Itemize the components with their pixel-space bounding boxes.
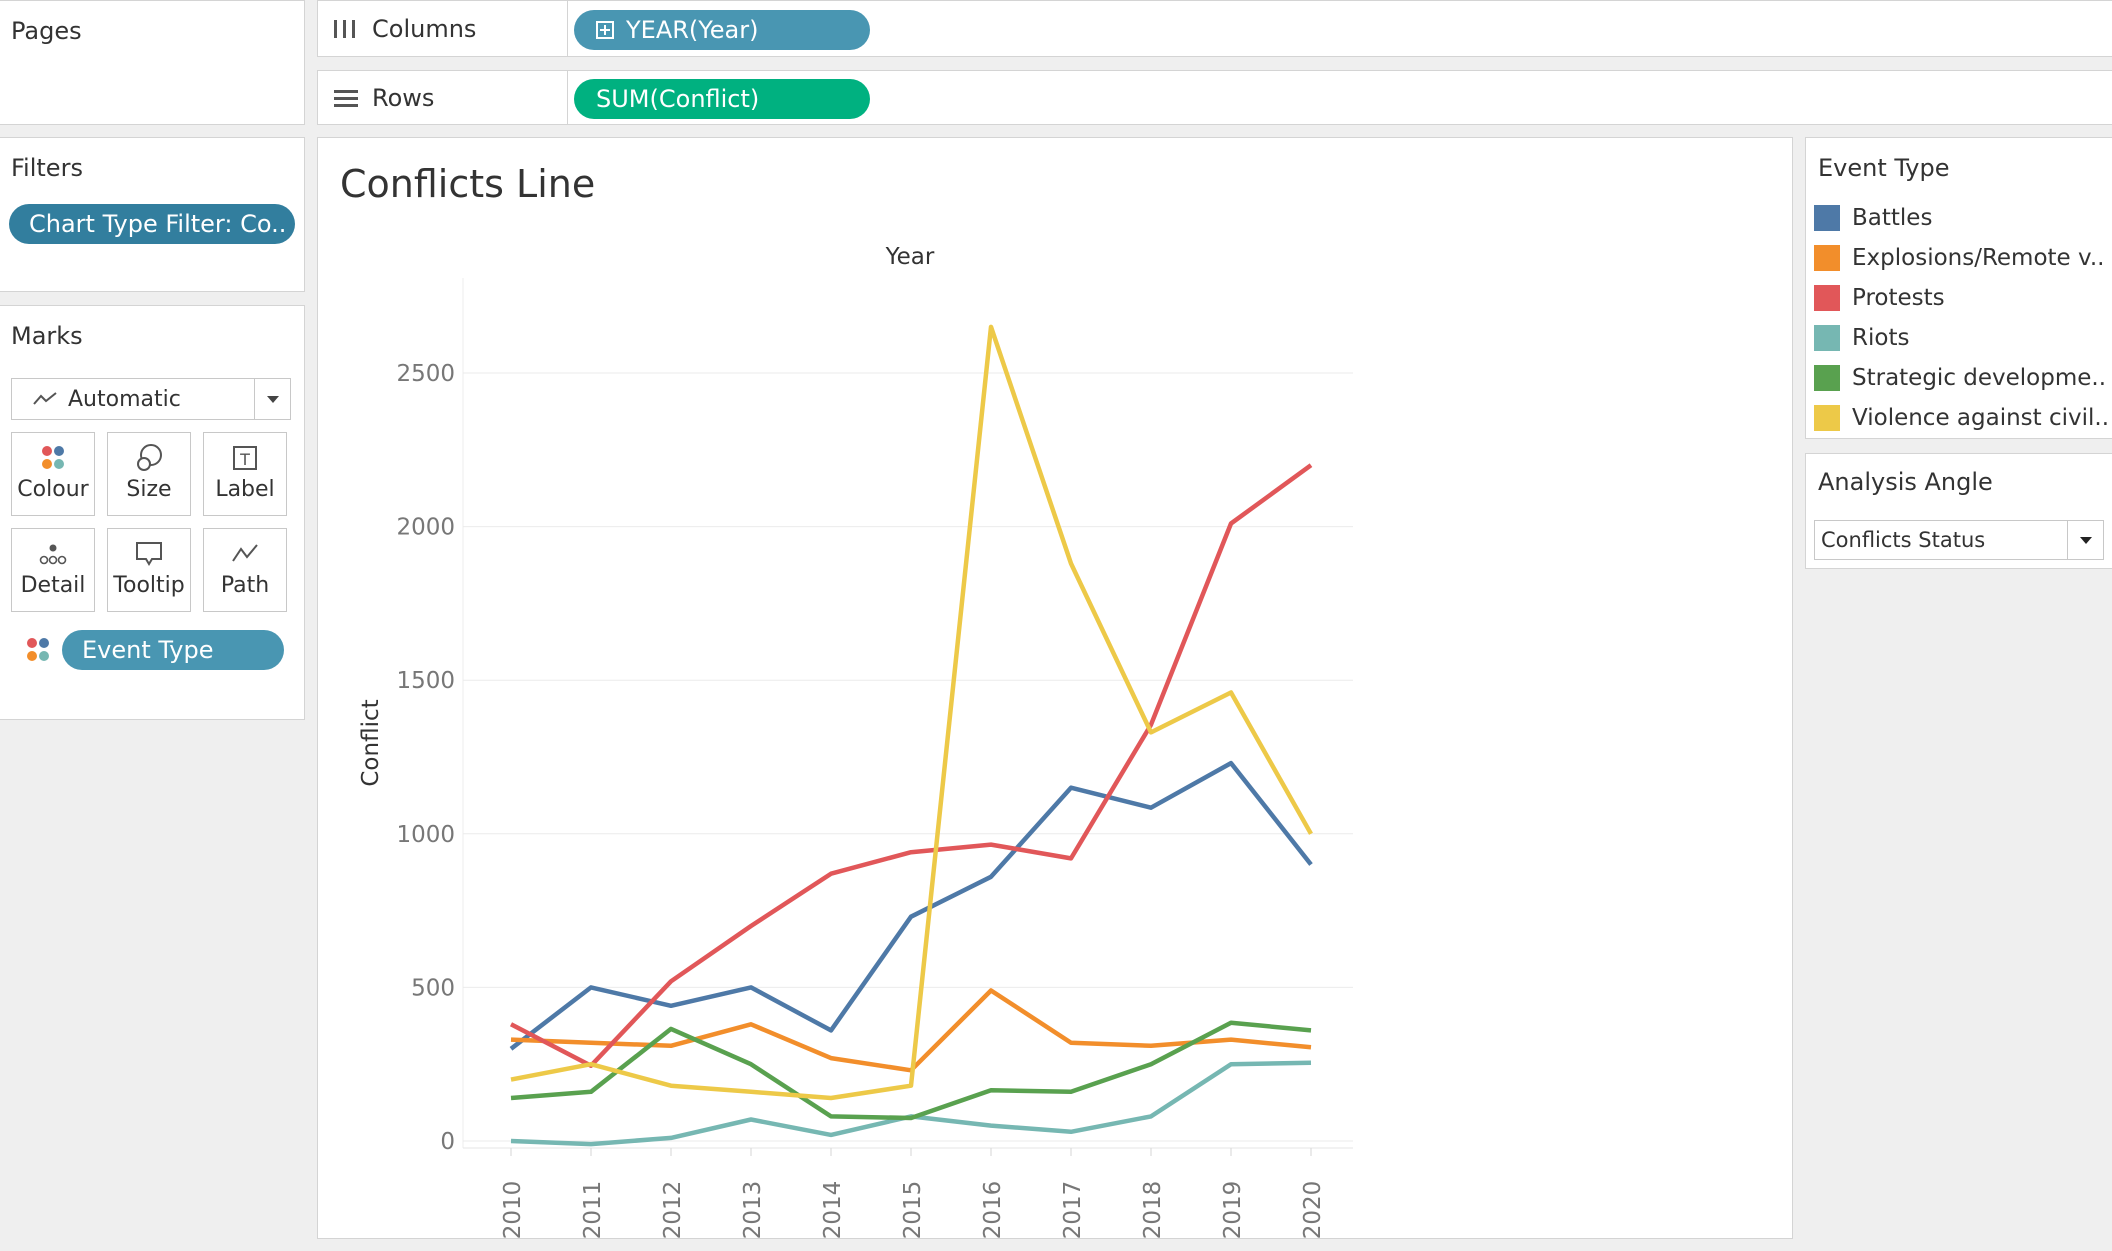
series-line-violence-against-civil[interactable]	[510, 324, 1313, 1101]
y-tick-label: 0	[440, 1129, 455, 1155]
legend-swatch	[1814, 405, 1840, 431]
chevron-down-icon[interactable]	[254, 379, 290, 419]
x-tick-label: 2016	[980, 1181, 1006, 1240]
detail-button[interactable]: Detail	[11, 528, 95, 612]
x-tick-label: 2015	[900, 1181, 926, 1240]
colour-label: Colour	[17, 477, 89, 502]
columns-label: Columns	[372, 14, 477, 43]
legend-label: Battles	[1852, 205, 1933, 231]
legend-item-explosions[interactable]: Explosions/Remote v..	[1814, 241, 2104, 275]
tooltip-button[interactable]: Tooltip	[107, 528, 191, 612]
tooltip-label: Tooltip	[113, 573, 185, 598]
rows-icon	[334, 89, 358, 107]
columns-shelf-label: Columns	[318, 1, 568, 56]
chart-panel: Conflicts Line Year Conflict 0 500 1000 150…	[317, 137, 1793, 1239]
rows-shelf[interactable]: Rows SUM(Conflict)	[317, 70, 2112, 125]
colour-button[interactable]: Colour	[11, 432, 95, 516]
x-tick-label: 2010	[500, 1181, 526, 1240]
pages-card: Pages	[0, 0, 305, 125]
event-type-pill[interactable]: Event Type	[62, 630, 284, 670]
event-type-pill-label: Event Type	[82, 636, 214, 664]
mark-type-dropdown[interactable]: Automatic	[11, 378, 291, 420]
x-tick-label: 2011	[580, 1181, 606, 1240]
x-tick-label: 2017	[1060, 1181, 1086, 1240]
legend-label: Explosions/Remote v..	[1852, 245, 2105, 271]
x-tick-label: 2018	[1140, 1181, 1166, 1240]
rows-label: Rows	[372, 83, 435, 112]
label-icon: T	[233, 446, 257, 470]
chevron-down-icon[interactable]	[2067, 521, 2103, 559]
path-icon	[232, 544, 258, 562]
analysis-angle-value: Conflicts Status	[1821, 528, 1986, 552]
detail-icon	[39, 544, 67, 565]
legend-swatch	[1814, 205, 1840, 231]
expand-icon[interactable]	[596, 21, 614, 39]
year-pill-label: YEAR(Year)	[626, 16, 759, 44]
legend-item-violence[interactable]: Violence against civil..	[1814, 401, 2109, 435]
legend-title: Event Type	[1818, 154, 1950, 182]
x-tick-label: 2013	[740, 1181, 766, 1240]
legend-label: Strategic developme..	[1852, 365, 2107, 391]
colour-icon	[42, 446, 64, 469]
y-tick-label: 500	[411, 975, 455, 1001]
x-tick-label: 2014	[820, 1181, 846, 1240]
x-tick-label: 2012	[660, 1181, 686, 1240]
y-axis-title: Conflict	[358, 699, 384, 786]
chart-title: Conflicts Line	[340, 162, 596, 206]
legend-swatch	[1814, 285, 1840, 311]
tooltip-icon	[136, 542, 162, 566]
y-tick-label: 1500	[396, 668, 455, 694]
mark-type-value: Automatic	[68, 386, 181, 412]
legend-swatch	[1814, 325, 1840, 351]
analysis-angle-dropdown[interactable]: Conflicts Status	[1814, 520, 2104, 560]
x-tick-label: 2020	[1300, 1181, 1326, 1240]
filter-pill-label: Chart Type Filter: Co..	[29, 210, 287, 238]
column-header: Year	[885, 244, 935, 270]
conflict-pill-label: SUM(Conflict)	[596, 85, 760, 113]
columns-shelf[interactable]: Columns YEAR(Year)	[317, 0, 2112, 57]
columns-icon	[334, 19, 355, 38]
series-line-battles[interactable]	[509, 760, 1313, 1051]
legend-label: Riots	[1852, 325, 1910, 351]
legend-swatch	[1814, 365, 1840, 391]
label-label: Label	[215, 477, 275, 502]
size-icon	[137, 444, 162, 471]
svg-text:T: T	[239, 450, 250, 469]
colour-icon	[27, 638, 49, 661]
event-type-legend: Event Type Battles Explosions/Remote v..…	[1805, 137, 2112, 439]
path-label: Path	[220, 573, 270, 598]
analysis-angle-card: Analysis Angle Conflicts Status	[1805, 453, 2112, 569]
conflict-pill[interactable]: SUM(Conflict)	[574, 79, 870, 119]
series-line-protests[interactable]	[509, 463, 1313, 1068]
filters-title: Filters	[11, 154, 83, 182]
filter-pill[interactable]: Chart Type Filter: Co..	[9, 204, 295, 244]
size-button[interactable]: Size	[107, 432, 191, 516]
legend-item-battles[interactable]: Battles	[1814, 201, 1932, 235]
filters-card: Filters Chart Type Filter: Co..	[0, 137, 305, 292]
legend-item-strategic[interactable]: Strategic developme..	[1814, 361, 2106, 395]
legend-item-riots[interactable]: Riots	[1814, 321, 1909, 355]
year-pill[interactable]: YEAR(Year)	[574, 10, 870, 50]
path-button[interactable]: Path	[203, 528, 287, 612]
legend-item-protests[interactable]: Protests	[1814, 281, 1945, 315]
line-mark-icon	[33, 392, 57, 405]
size-label: Size	[126, 477, 172, 502]
y-tick-label: 2500	[396, 361, 455, 387]
y-tick-label: 1000	[396, 822, 455, 848]
pages-title: Pages	[11, 17, 82, 45]
series-line-strategic-developme[interactable]	[510, 1020, 1312, 1121]
legend-label: Violence against civil..	[1852, 405, 2110, 431]
legend-label: Protests	[1852, 285, 1945, 311]
rows-shelf-label: Rows	[318, 71, 568, 124]
detail-label: Detail	[20, 573, 86, 598]
marks-card: Marks Automatic Colour Size T Label	[0, 305, 305, 720]
x-tick-label: 2019	[1220, 1181, 1246, 1240]
legend-swatch	[1814, 245, 1840, 271]
line-chart[interactable]: Year Conflict 0 500 1000 1500 2000 2500 2010 2…	[318, 138, 1794, 1240]
y-tick-label: 2000	[396, 515, 455, 541]
label-button[interactable]: T Label	[203, 432, 287, 516]
analysis-title: Analysis Angle	[1818, 468, 1993, 496]
marks-title: Marks	[11, 322, 83, 350]
